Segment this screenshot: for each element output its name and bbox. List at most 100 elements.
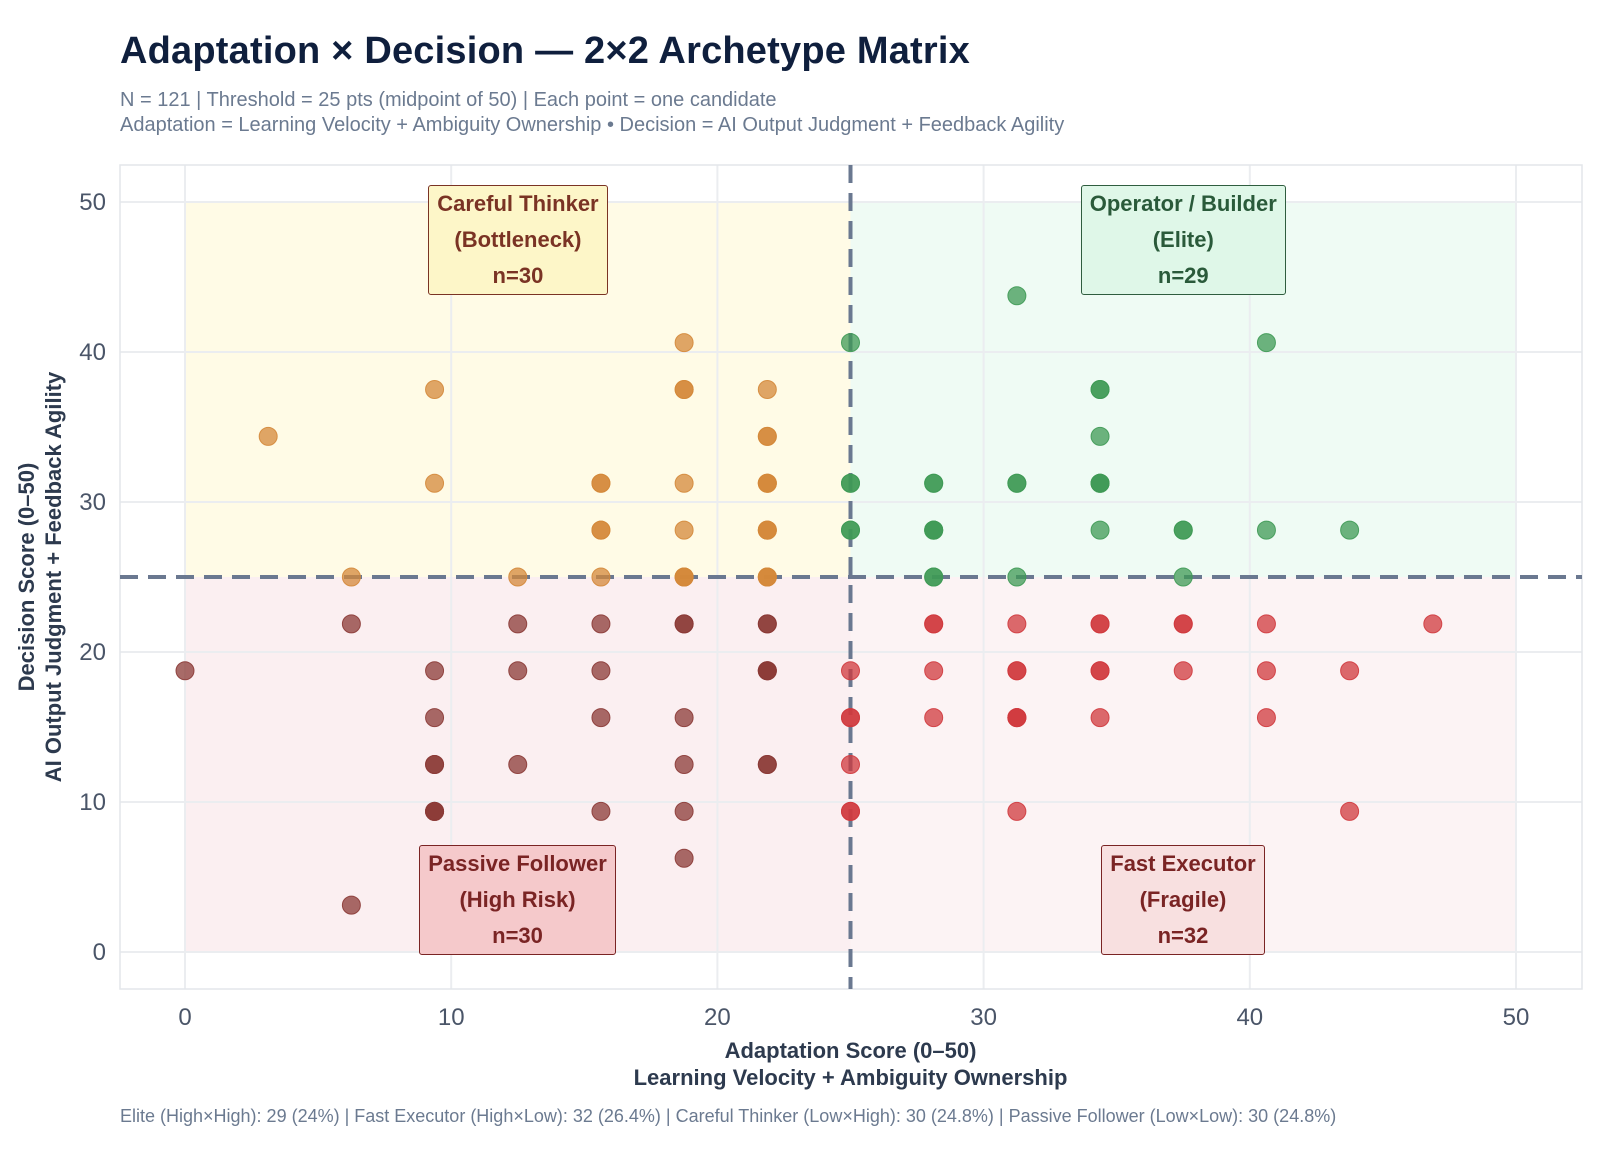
data-point-fast xyxy=(1007,801,1027,821)
data-point-fast xyxy=(1256,614,1276,634)
data-point-fast xyxy=(1256,661,1276,681)
quadrant-label-careful: Careful Thinker (Bottleneck) n=30 xyxy=(428,184,608,295)
data-point-passive xyxy=(591,661,611,681)
data-point-careful xyxy=(425,380,445,399)
x-axis-sublabel: Learning Velocity + Ambiguity Ownership xyxy=(634,1065,1068,1090)
y-tick-label: 20 xyxy=(79,639,106,666)
x-tick-label: 0 xyxy=(178,1004,191,1031)
data-point-passive xyxy=(508,614,528,634)
data-point-fast xyxy=(1007,614,1027,634)
y-tick-label: 30 xyxy=(79,489,106,516)
data-point-fast xyxy=(841,801,860,821)
data-point-passive xyxy=(425,708,445,728)
y-axis-sublabel: AI Output Judgment + Feedback Agility xyxy=(41,371,66,782)
data-point-careful xyxy=(341,567,361,587)
data-point-passive xyxy=(674,708,694,728)
data-point-elite xyxy=(1173,520,1193,540)
y-axis-label: Decision Score (0–50) xyxy=(14,463,39,692)
data-point-passive xyxy=(341,895,361,915)
data-point-fast xyxy=(924,614,944,634)
x-tick-label: 30 xyxy=(970,1004,997,1031)
x-tick-label: 50 xyxy=(1503,1004,1530,1031)
data-point-careful xyxy=(591,520,611,540)
data-point-fast xyxy=(1340,661,1360,681)
data-point-careful xyxy=(757,380,777,399)
data-point-passive xyxy=(175,661,195,681)
quadrant-count: n=30 xyxy=(492,262,544,288)
data-point-fast xyxy=(841,755,860,774)
data-point-elite xyxy=(1256,333,1276,353)
data-point-elite xyxy=(1173,567,1193,587)
data-point-fast xyxy=(924,708,944,728)
data-point-careful xyxy=(425,473,445,493)
data-point-passive xyxy=(674,755,694,774)
quadrant-label-elite: Operator / Builder (Elite) n=29 xyxy=(1080,184,1286,295)
data-point-fast xyxy=(1256,708,1276,728)
data-point-passive xyxy=(757,614,777,634)
quadrant-count: n=32 xyxy=(1157,922,1209,948)
chart-subtitle-line2: Adaptation = Learning Velocity + Ambigui… xyxy=(120,114,1065,136)
quadrant-name: Passive Follower xyxy=(428,850,607,876)
data-point-fast xyxy=(1090,708,1110,728)
data-point-elite xyxy=(1007,473,1027,493)
chart-subtitle-line1: N = 121 | Threshold = 25 pts (midpoint o… xyxy=(120,89,777,111)
data-points xyxy=(175,286,1443,915)
threshold-lines xyxy=(120,165,1582,989)
data-point-passive xyxy=(591,614,611,634)
data-point-elite xyxy=(924,473,944,493)
data-point-passive xyxy=(674,614,694,634)
data-point-careful xyxy=(674,333,694,353)
data-point-careful xyxy=(757,567,777,587)
data-point-fast xyxy=(1173,614,1193,634)
data-point-careful xyxy=(757,520,777,540)
data-point-elite xyxy=(1090,473,1110,493)
data-point-fast xyxy=(1173,661,1193,681)
data-point-careful xyxy=(591,567,611,587)
data-point-passive xyxy=(674,848,694,868)
data-point-fast xyxy=(1007,708,1027,728)
data-point-careful xyxy=(757,426,777,446)
data-point-elite xyxy=(924,567,944,587)
data-point-passive xyxy=(757,661,777,681)
data-point-fast xyxy=(1423,614,1443,634)
tick-labels: 0 10 20 30 40 50 0 10 20 30 40 50 xyxy=(79,189,1529,1031)
data-point-elite xyxy=(841,473,860,493)
quadrant-subtitle: (Bottleneck) xyxy=(454,226,582,252)
data-point-careful xyxy=(591,473,611,493)
data-point-careful xyxy=(674,520,694,540)
data-point-passive xyxy=(508,661,528,681)
data-point-careful xyxy=(674,380,694,399)
x-tick-label: 10 xyxy=(438,1004,465,1031)
data-point-careful xyxy=(508,567,528,587)
y-tick-label: 0 xyxy=(93,939,106,966)
data-point-passive xyxy=(425,755,445,774)
quadrant-subtitle: (High Risk) xyxy=(459,886,576,912)
data-point-passive xyxy=(425,801,445,821)
quadrant-label-passive: Passive Follower (High Risk) n=30 xyxy=(419,844,616,955)
data-point-passive xyxy=(674,801,694,821)
chart-title: Adaptation × Decision — 2×2 Archetype Ma… xyxy=(120,30,970,72)
data-point-fast xyxy=(841,661,860,681)
summary-footer: Elite (High×High): 29 (24%) | Fast Execu… xyxy=(120,1106,1337,1126)
data-point-passive xyxy=(591,708,611,728)
quadrant-name: Operator / Builder xyxy=(1089,190,1277,216)
data-point-elite xyxy=(924,520,944,540)
data-point-elite xyxy=(1256,520,1276,540)
data-point-passive xyxy=(425,661,445,681)
y-tick-label: 10 xyxy=(79,789,106,816)
data-point-elite xyxy=(1090,380,1110,399)
data-point-elite xyxy=(1340,520,1360,540)
quadrant-subtitle: (Fragile) xyxy=(1139,886,1227,912)
data-point-careful xyxy=(258,426,278,446)
data-point-elite xyxy=(841,520,860,540)
data-point-passive xyxy=(591,801,611,821)
data-point-careful xyxy=(757,473,777,493)
data-point-careful xyxy=(674,567,694,587)
quadrant-name: Fast Executor xyxy=(1110,850,1256,876)
data-point-elite xyxy=(1007,567,1027,587)
y-tick-label: 40 xyxy=(79,339,106,366)
data-point-elite xyxy=(841,333,860,353)
data-point-fast xyxy=(1090,614,1110,634)
data-point-fast xyxy=(1340,801,1360,821)
